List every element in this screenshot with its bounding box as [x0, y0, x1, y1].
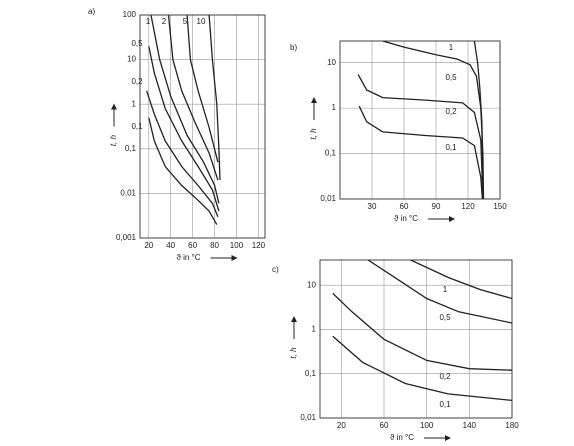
curve	[208, 15, 221, 181]
curve-label: 0,5	[131, 39, 143, 48]
curve-label: 1	[443, 285, 448, 294]
y-axis-label: t, h	[289, 347, 298, 359]
curve-label: 0,5	[439, 313, 451, 322]
curve	[332, 292, 512, 371]
x-tick-label: 180	[505, 421, 519, 430]
curve-label: 10	[197, 17, 206, 26]
plot-frame	[319, 259, 513, 419]
y-tick-label: 10	[307, 280, 316, 289]
x-tick-label: 100	[420, 421, 434, 430]
y-tick-label: 1	[332, 103, 337, 112]
x-tick-label: 20	[337, 421, 346, 430]
x-tick-label: 150	[493, 202, 507, 211]
curve-label: 0,5	[445, 73, 457, 82]
curve	[410, 260, 512, 300]
x-tick-label: 30	[368, 202, 377, 211]
x-tick-label: 40	[166, 241, 175, 250]
panel-label: b)	[290, 43, 297, 52]
y-tick-label: 0,01	[320, 194, 336, 203]
x-tick-label: 120	[461, 202, 475, 211]
y-tick-label: 100	[123, 10, 137, 19]
x-tick-label: 140	[463, 421, 477, 430]
plot-frame	[339, 40, 501, 200]
y-tick-label: 0,1	[305, 369, 317, 378]
curve-label: 0,2	[445, 107, 457, 116]
curve	[332, 335, 512, 402]
curve	[150, 15, 220, 204]
y-axis-label: t, h	[109, 134, 118, 146]
curve	[473, 41, 484, 199]
y-tick-label: 0,01	[300, 413, 316, 422]
y-axis-label: t, h	[309, 128, 318, 140]
curve	[145, 90, 219, 217]
x-tick-label: 60	[188, 241, 197, 250]
y-tick-label: 1	[132, 99, 137, 108]
x-tick-label: 80	[210, 241, 219, 250]
x-tick-label: 120	[252, 241, 266, 250]
curve-label: 0,1	[439, 400, 451, 409]
curve-label: 0,1	[445, 143, 457, 152]
y-tick-label: 10	[327, 58, 336, 67]
curve	[167, 15, 219, 181]
x-tick-label: 60	[380, 421, 389, 430]
y-tick-label: 0,1	[325, 149, 337, 158]
x-axis-label: ϑ in °C	[176, 253, 200, 262]
curve	[358, 105, 484, 199]
curve-label: 2	[162, 17, 167, 26]
curve-label: 1	[449, 43, 454, 52]
panel-label: a)	[88, 7, 95, 16]
y-tick-label: 0,001	[116, 233, 137, 242]
x-tick-label: 100	[230, 241, 244, 250]
y-tick-label: 0,1	[125, 144, 137, 153]
curve-label: 0,1	[131, 122, 143, 131]
curve	[382, 41, 485, 199]
plot-frame	[139, 14, 266, 239]
curve	[357, 74, 484, 199]
x-axis-label: ϑ in °C	[394, 214, 418, 223]
y-tick-label: 10	[127, 55, 136, 64]
x-tick-label: 90	[432, 202, 441, 211]
curve	[148, 46, 220, 212]
y-tick-label: 1	[312, 325, 317, 334]
y-tick-label: 0,01	[120, 189, 136, 198]
x-axis-label: ϑ in °C	[390, 433, 414, 442]
curve-label: 0,2	[131, 77, 143, 86]
curve-label: 1	[146, 17, 151, 26]
curve	[148, 117, 218, 225]
curve-label: 5	[183, 17, 188, 26]
panel-label: c)	[272, 265, 279, 274]
curve-label: 0,2	[439, 372, 451, 381]
curve	[367, 260, 512, 324]
x-tick-label: 60	[400, 202, 409, 211]
curve	[186, 15, 219, 163]
x-tick-label: 20	[144, 241, 153, 250]
